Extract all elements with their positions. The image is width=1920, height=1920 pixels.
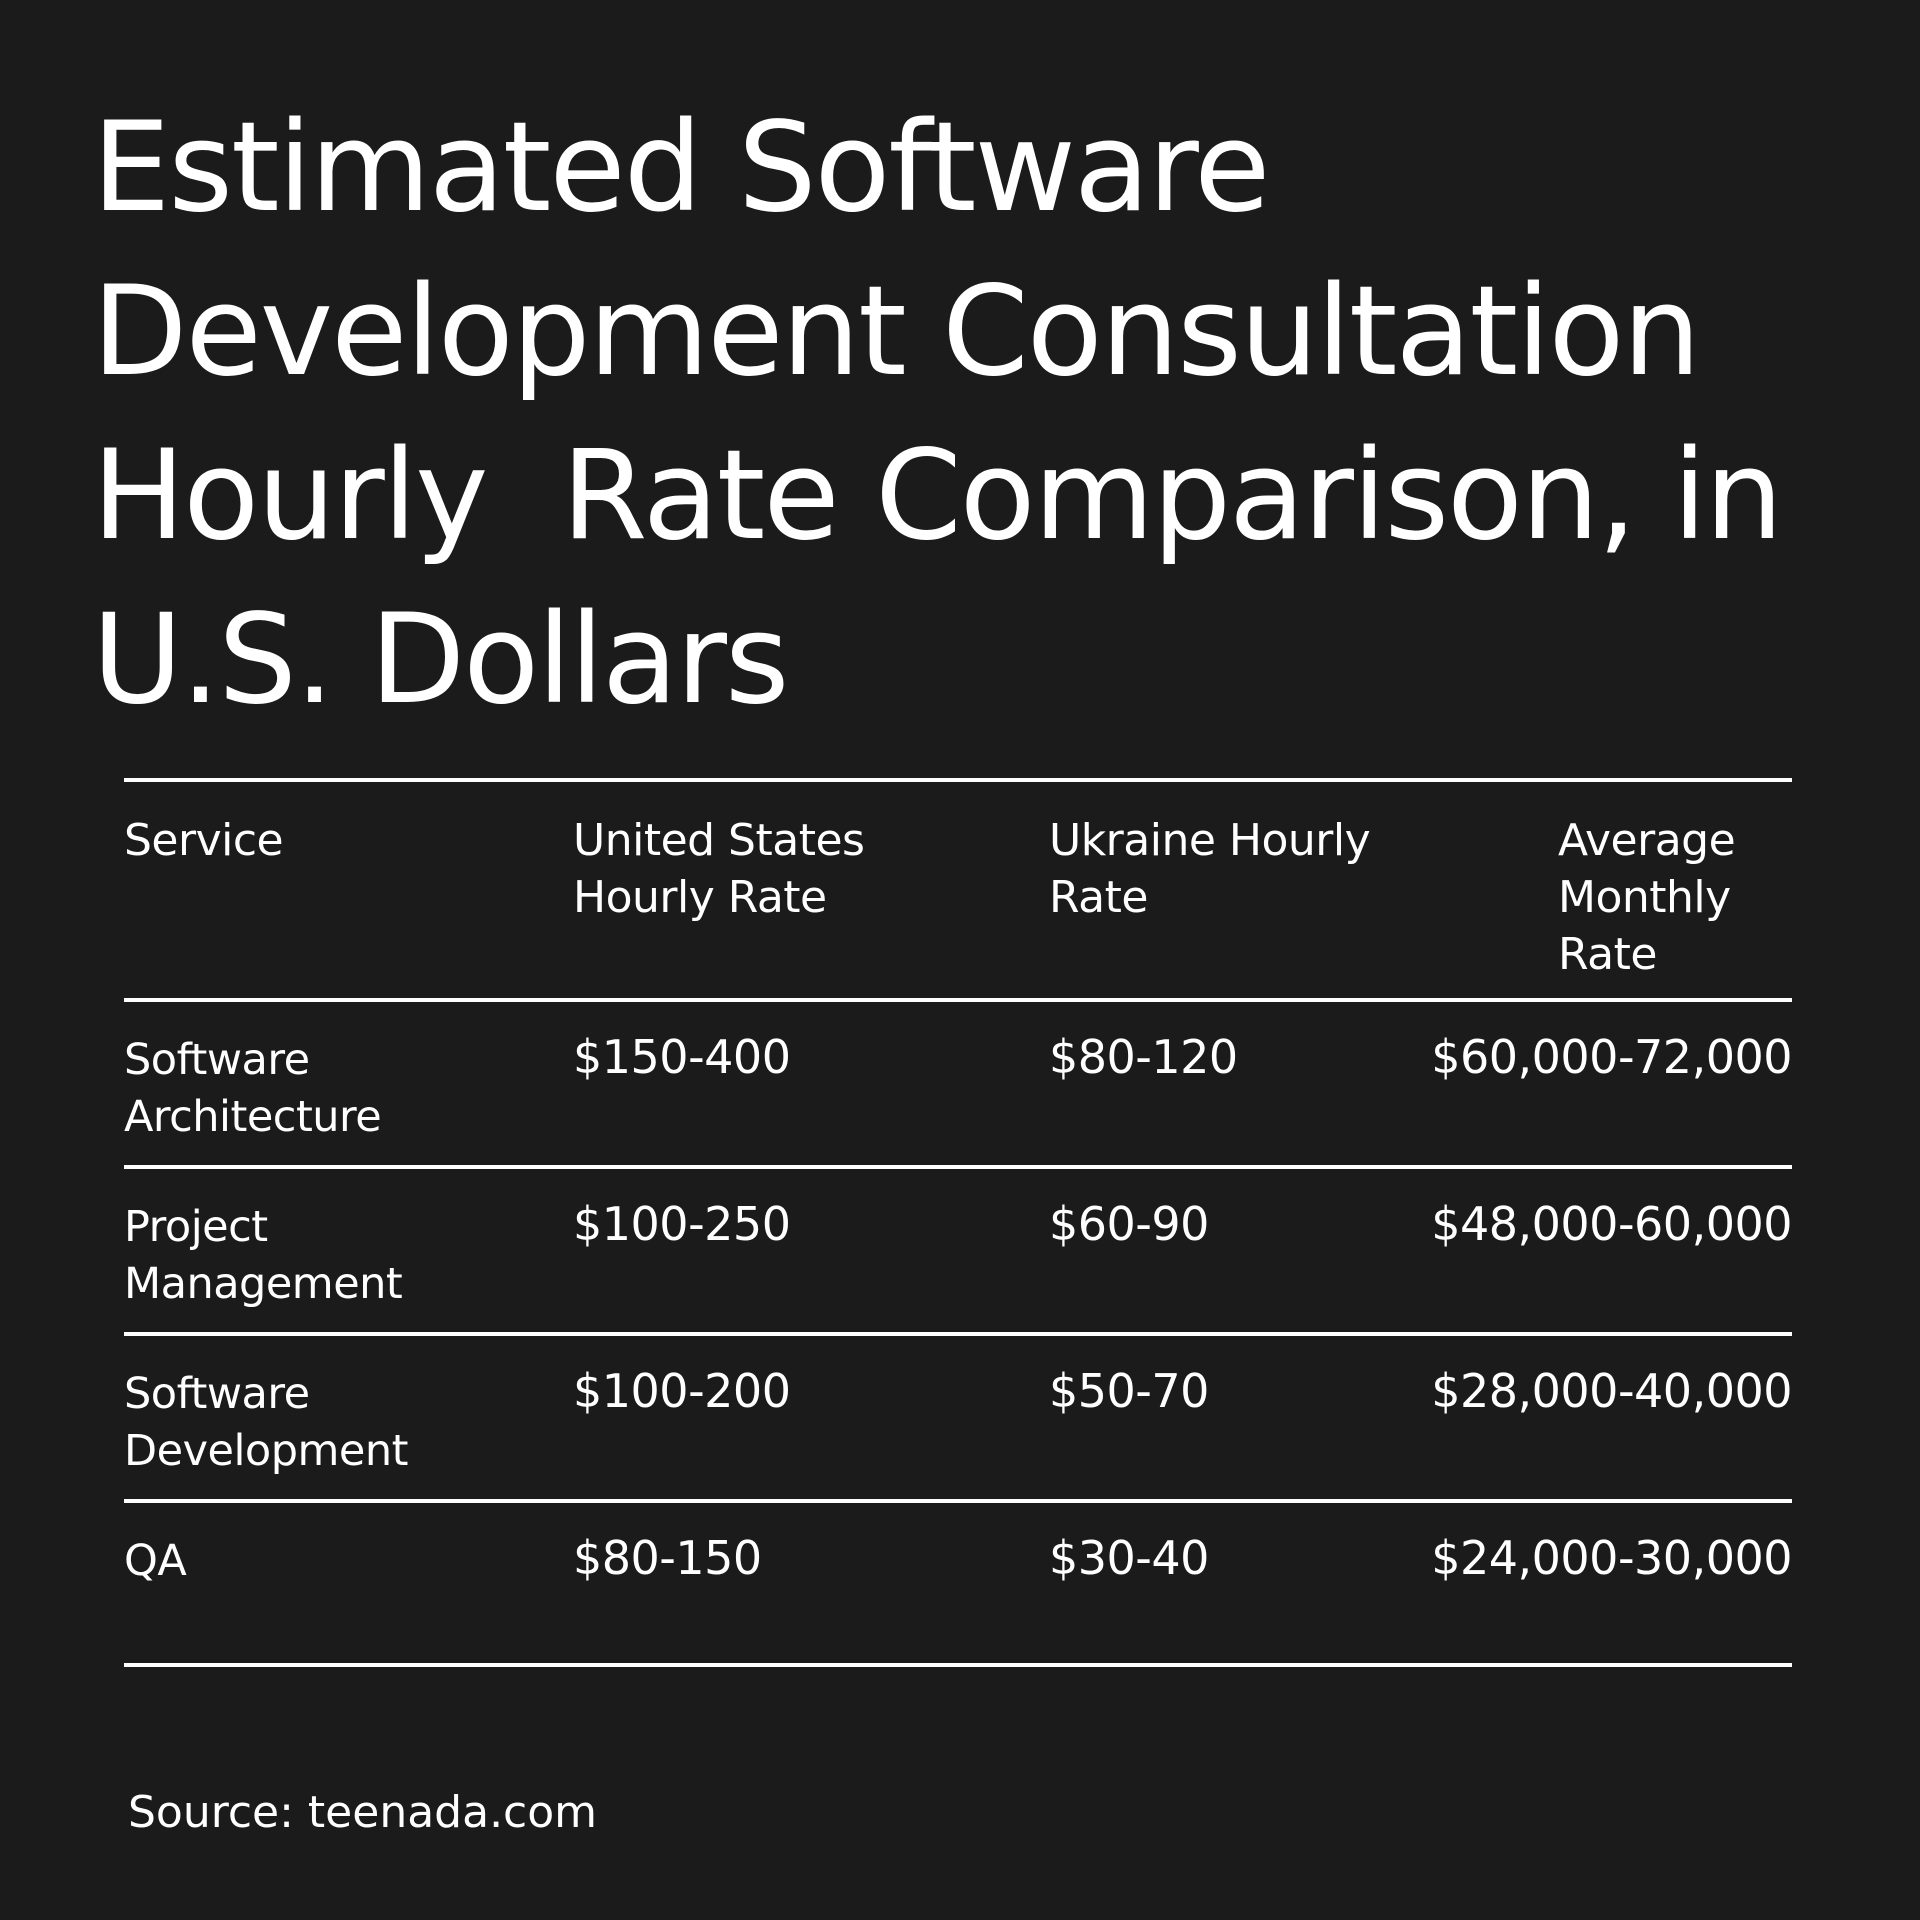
ukraine-rate-cell: $80-120	[1049, 1030, 1238, 1084]
title-line-4: U.S. Dollars	[92, 588, 790, 732]
row-divider	[124, 1332, 1792, 1336]
column-header-service: Service	[124, 815, 284, 866]
table-row: QA $80-150 $30-40 $24,000-30,000	[124, 1503, 1793, 1663]
table-bottom-rule	[124, 1663, 1792, 1667]
service-cell: Software Development	[124, 1369, 408, 1476]
us-rate-cell: $100-200	[573, 1364, 791, 1418]
column-header-monthly-rate: Average Monthly Rate	[1558, 815, 1736, 980]
service-cell: QA	[124, 1536, 187, 1586]
row-divider	[124, 1165, 1792, 1169]
monthly-rate-cell: $24,000-30,000	[1431, 1531, 1792, 1585]
table-row: Software Development $100-200 $50-70 $28…	[124, 1336, 1793, 1499]
service-cell: Project Management	[124, 1202, 403, 1309]
us-rate-cell: $80-150	[573, 1531, 762, 1585]
table-row: Project Management $100-250 $60-90 $48,0…	[124, 1169, 1793, 1332]
table-header-row: Service United States Hourly Rate Ukrain…	[124, 782, 1792, 998]
us-rate-cell: $150-400	[573, 1030, 791, 1084]
title-line-1: Estimated Software	[92, 96, 1270, 240]
ukraine-rate-cell: $60-90	[1049, 1197, 1209, 1251]
rate-table: Service United States Hourly Rate Ukrain…	[124, 778, 1793, 1667]
chart-title: Estimated Software Development Consultat…	[92, 86, 1852, 742]
title-line-3: Hourly Rate Comparison, in	[92, 424, 1783, 568]
service-cell: Software Architecture	[124, 1035, 382, 1142]
table-row: Software Architecture $150-400 $80-120 $…	[124, 1002, 1793, 1165]
monthly-rate-cell: $48,000-60,000	[1431, 1197, 1792, 1251]
row-divider	[124, 1499, 1792, 1503]
us-rate-cell: $100-250	[573, 1197, 791, 1251]
title-line-2: Development Consultation	[92, 260, 1701, 404]
ukraine-rate-cell: $30-40	[1049, 1531, 1209, 1585]
ukraine-rate-cell: $50-70	[1049, 1364, 1209, 1418]
table-top-rule	[124, 778, 1792, 782]
monthly-rate-cell: $28,000-40,000	[1431, 1364, 1792, 1418]
monthly-rate-cell: $60,000-72,000	[1431, 1030, 1792, 1084]
column-header-us-rate: United States Hourly Rate	[573, 815, 865, 923]
column-header-ukraine-rate: Ukraine Hourly Rate	[1049, 815, 1371, 923]
table-header-rule	[124, 998, 1792, 1002]
source-note: Source: teenada.com	[128, 1787, 598, 1838]
